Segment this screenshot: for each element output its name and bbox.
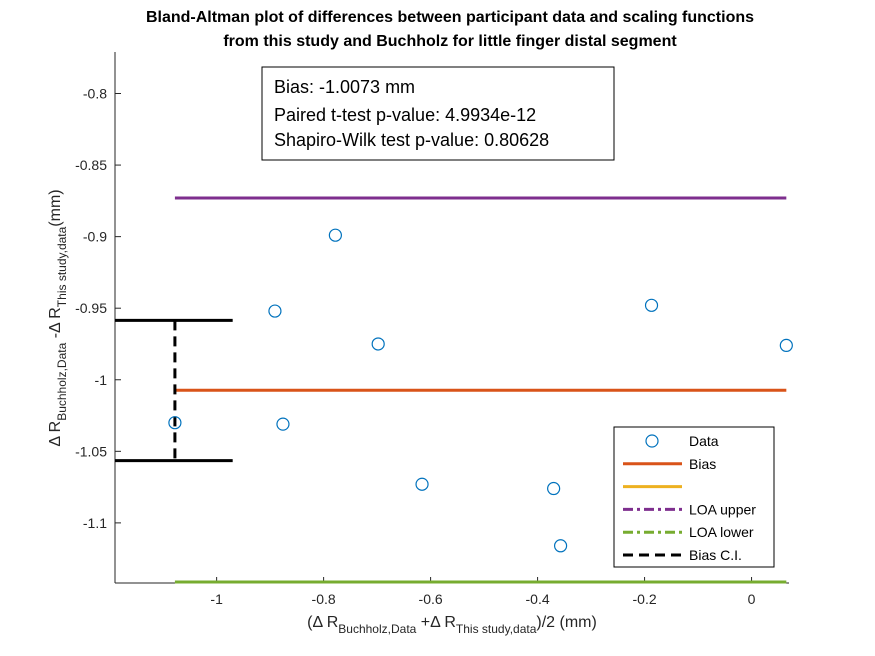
legend-label-6: Bias C.I.: [689, 547, 742, 563]
x-axis-label-mid: +Δ R: [416, 614, 456, 631]
data-point: [328, 228, 342, 242]
data-point: [371, 337, 385, 351]
legend-marker-data: [645, 434, 659, 448]
data-point: [276, 417, 290, 431]
x-tick-label: -0.2: [633, 591, 657, 607]
x-tick-label: 0: [748, 591, 756, 607]
y-tick-label: -0.8: [83, 86, 107, 102]
y-tick-label: -1.1: [83, 515, 107, 531]
x-tick-label: -0.8: [312, 591, 336, 607]
data-point: [168, 416, 182, 430]
stats-shapiro-text: Shapiro-Wilk test p-value: 0.80628: [274, 130, 549, 150]
legend-label-5: LOA lower: [689, 524, 754, 540]
stats-bias-text: Bias: -1.0073 mm: [274, 77, 415, 97]
legend-label-2: Bias: [689, 456, 716, 472]
x-axis-label: (Δ RBuchholz,Data +Δ RThis study,data)/2…: [307, 614, 597, 636]
x-tick-label: -1: [210, 591, 223, 607]
y-axis-label: Δ RBuchholz,Data -Δ RThis study,data(mm): [47, 189, 69, 446]
y-tick-label: -1.05: [75, 443, 107, 459]
legend-label-4: LOA upper: [689, 501, 756, 517]
x-axis-label-prefix: (Δ R: [307, 614, 338, 631]
data-point: [415, 477, 429, 491]
y-axis-label-prefix: Δ R: [47, 421, 64, 447]
data-point: [553, 539, 568, 553]
y-tick-label: -1: [95, 372, 108, 388]
reference-lines: [115, 196, 787, 584]
y-axis-label-sub2: This study,data: [55, 226, 69, 307]
legend-label-1: Data: [689, 433, 719, 449]
x-axis-label-suffix: )/2 (mm): [536, 614, 596, 631]
x-axis-label-sub1: Buchholz,Data: [338, 622, 416, 636]
y-tick-label: -0.85: [75, 157, 107, 173]
chart-title-line-1: Bland-Altman plot of differences between…: [146, 9, 754, 26]
chart-title-line-2: from this study and Buchholz for little …: [223, 33, 677, 50]
stats-annotation-box: [261, 66, 615, 161]
y-axis-label-suffix: (mm): [47, 189, 64, 226]
y-tick-label: -0.95: [75, 300, 107, 316]
data-point: [644, 298, 659, 312]
legend-box: [613, 426, 775, 568]
y-axis-label-sub1: Buchholz,Data: [55, 342, 69, 420]
data-points: [168, 228, 793, 553]
legend: Data Bias LOA upper LOA lower Bias C.I.: [613, 426, 775, 568]
stats-ttest-text: Paired t-test p-value: 4.9934e-12: [274, 105, 536, 125]
stats-annotation: Bias: -1.0073 mm Paired t-test p-value: …: [261, 66, 615, 161]
x-tick-label: -0.6: [419, 591, 443, 607]
data-point: [547, 481, 561, 496]
x-tick-label: -0.4: [526, 591, 550, 607]
y-axis-label-mid: -Δ R: [47, 307, 64, 343]
y-tick-label: -0.9: [83, 229, 107, 245]
data-point: [268, 304, 282, 318]
data-point: [779, 338, 793, 353]
x-axis-label-sub2: This study,data: [456, 622, 537, 636]
